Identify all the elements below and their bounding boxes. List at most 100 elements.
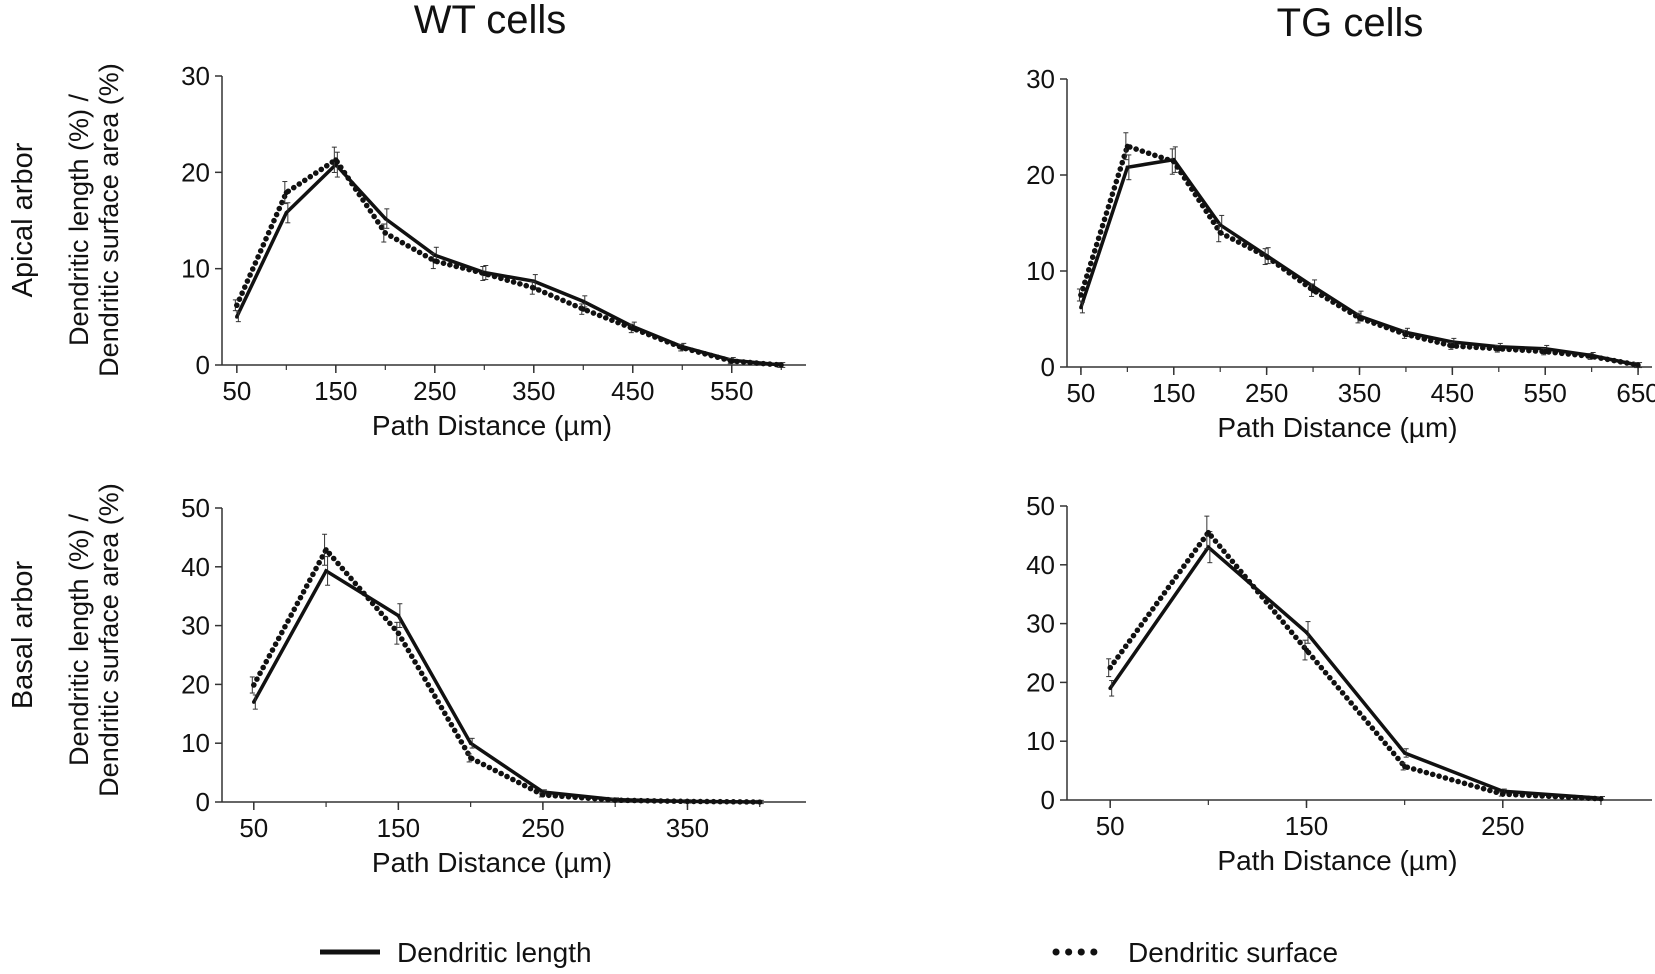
x-tick-label: 450 (611, 376, 654, 406)
x-tick-label: 350 (666, 813, 709, 843)
y-tick-label: 0 (196, 350, 210, 380)
data-point-surface (432, 258, 438, 264)
x-tick-label: 50 (1096, 811, 1125, 841)
data-point-surface (395, 630, 401, 636)
data-point-surface (1310, 287, 1316, 293)
data-point-surface (234, 302, 240, 308)
data-point-length (468, 741, 473, 745)
x-tick-label: 250 (1245, 378, 1288, 408)
data-point-surface (612, 797, 618, 803)
y-tick-label: 10 (181, 254, 210, 284)
x-tick-label: 150 (377, 813, 420, 843)
y-tick-label: 0 (196, 787, 210, 817)
x-axis-label: Path Distance (µm) (1217, 412, 1457, 443)
data-point-surface (1598, 796, 1604, 802)
chart-panel-tg-apical: 0 10 20 30 50 150 250 350 450 550 650 Path Distance… (1026, 64, 1655, 443)
x-tick-label: 450 (1431, 378, 1474, 408)
data-point-length (1108, 686, 1112, 691)
data-point-surface (1356, 315, 1363, 321)
y-tick-label: 0 (1041, 352, 1055, 382)
row-label-basal: Basal arbor (7, 561, 39, 710)
data-point-surface (1402, 763, 1408, 770)
ylabel-apical-line2: Dendritic surface area (%) (94, 63, 124, 377)
data-point-surface (679, 345, 685, 351)
x-tick-label: 50 (1066, 378, 1095, 408)
legend-surface-label: Dendritic surface (1128, 937, 1338, 968)
x-tick-label: 350 (1338, 378, 1381, 408)
y-tick-label: 20 (181, 157, 210, 187)
chart-panel-tg-basal: 0 10 20 30 40 50 50 150 250 Path Distance (µm) (1026, 491, 1652, 876)
data-point-surface (1171, 158, 1177, 165)
x-tick-label: 50 (239, 813, 268, 843)
x-axis-label: Path Distance (µm) (372, 410, 612, 441)
data-point-surface (1449, 343, 1455, 349)
y-tick-label: 50 (181, 493, 210, 523)
x-tick-label: 250 (413, 376, 456, 406)
x-tick-label: 550 (1524, 378, 1567, 408)
series-line-surface (1107, 528, 1604, 802)
data-point-surface (540, 792, 546, 798)
data-point-surface (468, 755, 474, 761)
data-point-length (1125, 165, 1130, 170)
data-point-surface (684, 798, 691, 805)
ylabel-apical-line1: Dendritic length (%) / (64, 93, 94, 346)
series-line-surface (234, 156, 785, 368)
data-point-surface (283, 189, 289, 196)
legend-length-label: Dendritic length (397, 937, 592, 968)
x-axis-label: Path Distance (µm) (372, 847, 612, 878)
ylabel-basal-line1: Dendritic length (%) / (64, 513, 94, 766)
data-point-surface (1124, 143, 1130, 149)
series-line-length (252, 568, 760, 804)
y-tick-label: 10 (181, 728, 210, 758)
data-point-length (396, 613, 401, 618)
data-point-surface (1264, 254, 1270, 260)
series-line-length (1079, 157, 1639, 367)
x-tick-label: 150 (314, 376, 357, 406)
data-point-surface (1303, 647, 1310, 653)
data-point-surface (1403, 331, 1409, 337)
y-tick-label: 20 (181, 669, 210, 699)
data-point-length (252, 700, 256, 704)
y-tick-label: 20 (1026, 160, 1055, 190)
data-point-surface (323, 547, 329, 553)
data-point-surface (382, 230, 388, 236)
data-point-surface (333, 157, 339, 163)
column-title-wt: WT cells (414, 0, 567, 42)
data-point-length (383, 216, 388, 221)
y-tick-label: 30 (181, 61, 210, 91)
y-tick-label: 10 (1026, 256, 1055, 286)
data-point-surface (1635, 362, 1641, 368)
y-tick-label: 30 (181, 611, 210, 641)
column-title-tg: TG cells (1277, 1, 1424, 45)
data-point-surface (1496, 346, 1502, 352)
data-point-surface (630, 325, 636, 331)
x-axis-label: Path Distance (µm) (1217, 845, 1457, 876)
y-tick-label: 40 (1026, 550, 1055, 580)
data-point-surface (1500, 791, 1506, 797)
data-point-length (1218, 223, 1223, 227)
data-point-surface (1589, 353, 1595, 360)
x-tick-label: 250 (521, 813, 564, 843)
legend: Dendritic length Dendritic surface (320, 937, 1338, 968)
x-tick-label: 250 (1481, 811, 1524, 841)
data-point-length (284, 210, 289, 215)
data-point-surface (778, 362, 784, 368)
y-tick-label: 50 (1026, 491, 1055, 521)
data-point-surface (1217, 230, 1223, 236)
data-point-surface (1542, 349, 1548, 355)
x-tick-label: 650 (1616, 378, 1655, 408)
ylabel-basal-line2: Dendritic surface area (%) (94, 483, 124, 797)
data-point-surface (481, 270, 487, 277)
series-line-surface (251, 544, 763, 805)
data-point-length (581, 299, 586, 304)
y-tick-label: 10 (1026, 726, 1055, 756)
chart-panel-wt-apical: 0 10 20 30 50 150 250 350 450 550 Path Distance (µ… (181, 61, 806, 441)
x-tick-label: 50 (222, 376, 251, 406)
data-point-length (1206, 545, 1211, 549)
x-tick-label: 550 (710, 376, 753, 406)
x-tick-label: 150 (1285, 811, 1328, 841)
row-label-apical: Apical arbor (7, 142, 39, 297)
data-point-surface (531, 285, 537, 291)
y-tick-label: 40 (181, 552, 210, 582)
data-point-surface (1205, 529, 1211, 536)
